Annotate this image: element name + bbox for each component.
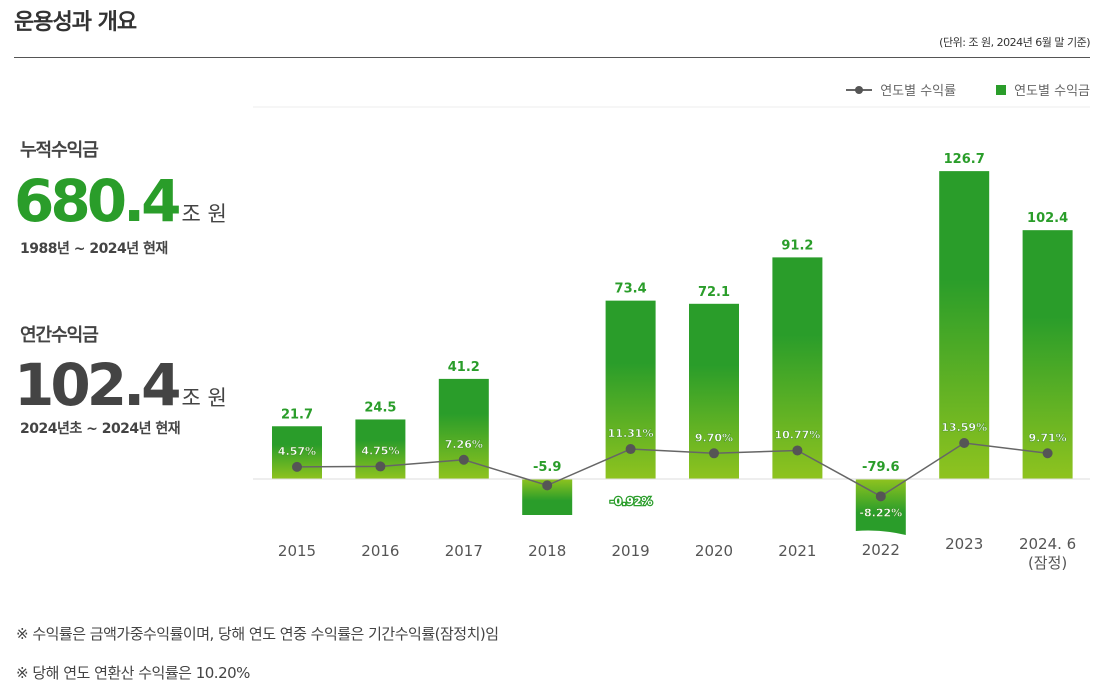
rate-value-label: -0.92% xyxy=(610,495,653,508)
cumulative-number: 680.4 xyxy=(14,167,181,235)
line-marker-icon xyxy=(846,85,873,94)
category-label: 2023 xyxy=(945,535,983,553)
rate-value-label: 7.26% xyxy=(445,438,483,451)
rate-point xyxy=(959,437,970,448)
category-label: 2015 xyxy=(278,542,316,560)
cumulative-value: 680.4 조 원 xyxy=(14,172,227,230)
category-label: 2016 xyxy=(361,542,399,560)
cumulative-label: 누적수익금 xyxy=(20,140,99,161)
annual-unit: 조 원 xyxy=(181,386,227,410)
bar-value-label: 91.2 xyxy=(781,238,813,253)
annual-period: 2024년초 ~ 2024년 현재 xyxy=(20,421,181,437)
legend-bar: 연도별 수익금 xyxy=(996,80,1090,99)
rate-value-label: 13.59% xyxy=(941,421,987,434)
rate-point xyxy=(458,454,469,465)
cumulative-period: 1988년 ~ 2024년 현재 xyxy=(20,241,168,257)
bar xyxy=(855,479,906,535)
category-label: 2024. 6 xyxy=(1019,535,1076,553)
chart-legend: 연도별 수익률 연도별 수익금 xyxy=(846,80,1090,99)
category-label: 2017 xyxy=(445,542,483,560)
legend-line-label: 연도별 수익률 xyxy=(880,84,957,99)
rate-point xyxy=(542,480,553,491)
annual-value: 102.4 조 원 xyxy=(14,356,227,414)
bar-value-label: 21.7 xyxy=(281,407,313,422)
category-label: 2020 xyxy=(695,542,733,560)
bar-value-label: 73.4 xyxy=(615,282,647,297)
rate-line xyxy=(296,442,1048,498)
bar-value-label: 41.2 xyxy=(448,360,480,375)
category-label: 2019 xyxy=(612,542,650,560)
rate-point xyxy=(709,448,719,459)
category-label: (잠정) xyxy=(1028,554,1067,572)
annual-number: 102.4 xyxy=(14,351,181,419)
rate-value-label: 10.77% xyxy=(774,428,820,441)
footnote-2: ※ 당해 연도 연환산 수익률은 10.20% xyxy=(16,664,250,682)
cumulative-unit: 조 원 xyxy=(181,202,227,226)
bar-value-label: 102.4 xyxy=(1027,211,1068,226)
bar xyxy=(772,257,823,479)
rate-point xyxy=(625,444,636,455)
legend-line: 연도별 수익률 xyxy=(846,80,956,99)
rate-value-label: 4.75% xyxy=(361,444,399,457)
annual-label: 연간수익금 xyxy=(20,325,99,346)
bar-value-label: -5.9 xyxy=(533,460,561,475)
category-label: 2021 xyxy=(778,542,816,560)
rate-point xyxy=(292,461,302,472)
bar-value-label: 126.7 xyxy=(944,152,985,167)
category-label: 2018 xyxy=(528,542,566,560)
bar-value-label: -79.6 xyxy=(862,460,899,475)
page-title: 운용성과 개요 xyxy=(14,10,137,35)
rate-point xyxy=(875,491,886,502)
rate-value-label: 11.31% xyxy=(608,427,654,440)
divider xyxy=(14,57,1090,58)
legend-bar-label: 연도별 수익금 xyxy=(1014,84,1090,99)
bar xyxy=(939,171,990,479)
rate-value-label: 9.71% xyxy=(1029,431,1067,444)
rate-point xyxy=(792,445,803,456)
unit-note: (단위: 조 원, 2024년 6월 말 기준) xyxy=(939,36,1090,49)
rate-value-label: 4.57% xyxy=(278,445,316,458)
rate-point xyxy=(1042,448,1053,459)
bar-value-label: 72.1 xyxy=(698,285,730,300)
footnote-1: ※ 수익률은 금액가중수익률이며, 당해 연도 연중 수익률은 기간수익률(잠정… xyxy=(16,625,499,643)
rate-point xyxy=(375,461,386,472)
bar-square-icon xyxy=(996,84,1007,95)
rate-value-label: 9.70% xyxy=(695,431,733,444)
bar xyxy=(1022,230,1073,479)
rate-value-label: -8.22% xyxy=(859,506,902,519)
category-label: 2022 xyxy=(862,541,900,559)
bar-value-label: 24.5 xyxy=(364,400,396,415)
